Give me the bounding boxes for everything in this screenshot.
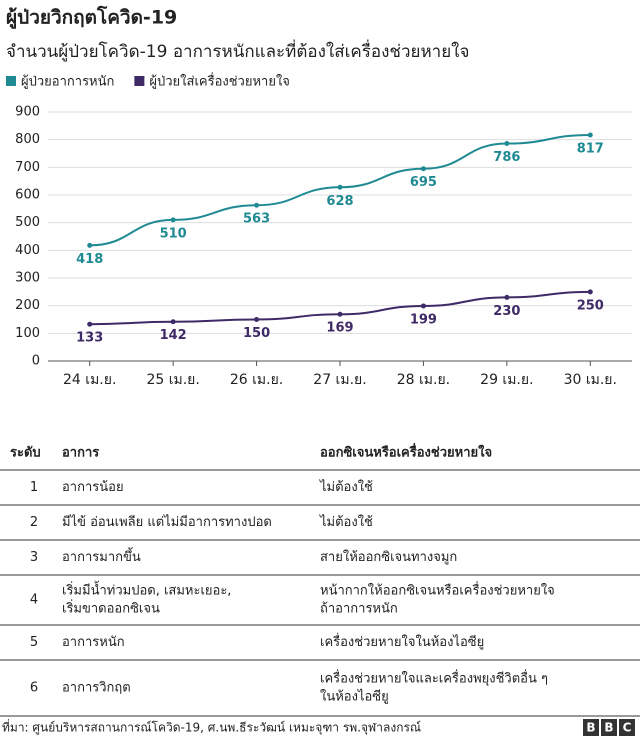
point xyxy=(87,242,93,248)
logo-box xyxy=(619,719,635,736)
value-label: 563 xyxy=(243,212,270,227)
table-cell: ในห้องไอซียู xyxy=(320,689,389,705)
point xyxy=(420,166,426,172)
chart-title: ผู้ป่วยวิกฤตโควิด-19 xyxy=(6,6,177,30)
point xyxy=(170,217,176,223)
table-cell: เครื่องช่วยหายใจในห้องไอซียู xyxy=(320,633,484,650)
point xyxy=(587,289,593,295)
table-header: ออกซิเจนหรือเครื่องช่วยหายใจ xyxy=(320,443,492,461)
y-tick-label: 0 xyxy=(32,354,40,369)
value-label: 817 xyxy=(577,141,604,156)
y-tick-label: 700 xyxy=(15,160,40,175)
x-tick-label: 28 เม.ย. xyxy=(397,372,450,388)
logo-letter: B xyxy=(604,721,613,735)
logo-letter: C xyxy=(623,721,632,735)
table-cell: 3 xyxy=(30,550,38,565)
point xyxy=(504,141,510,147)
table-cell: อาการหนัก xyxy=(62,635,125,650)
table-header: อาการ xyxy=(62,446,99,461)
logo-box xyxy=(583,719,599,736)
point xyxy=(337,311,343,317)
y-tick-label: 600 xyxy=(15,188,40,203)
source: ที่มา: ศูนย์บริหารสถานการณ์โควิด-19, ศ.น… xyxy=(2,719,421,736)
table-cell: 2 xyxy=(30,515,38,530)
value-label: 150 xyxy=(243,326,270,341)
y-tick-label: 100 xyxy=(15,326,40,341)
x-tick-label: 26 เม.ย. xyxy=(230,372,283,388)
table-cell: 6 xyxy=(30,681,38,696)
chart-subtitle: จำนวนผู้ป่วยโควิด-19 อาการหนักและที่ต้อง… xyxy=(6,39,469,62)
value-label: 695 xyxy=(410,175,437,190)
table-cell: 1 xyxy=(30,480,38,495)
y-tick-label: 300 xyxy=(15,271,40,286)
value-label: 786 xyxy=(493,150,520,165)
value-label: 628 xyxy=(326,194,353,209)
point xyxy=(504,294,510,300)
table-cell: สายให้ออกซิเจนทางจมูก xyxy=(320,549,457,565)
table-cell: อาการมากขึ้น xyxy=(62,547,141,565)
point xyxy=(420,303,426,309)
value-label: 510 xyxy=(160,226,187,241)
point xyxy=(87,321,93,327)
x-tick-label: 27 เม.ย. xyxy=(313,372,366,388)
table-cell: อาการน้อย xyxy=(62,480,124,495)
x-tick-label: 29 เม.ย. xyxy=(480,372,533,388)
table-cell: 5 xyxy=(30,635,38,650)
point xyxy=(254,317,260,322)
y-tick-label: 400 xyxy=(15,243,40,258)
table-cell: ไม่ต้องใช้ xyxy=(319,479,373,495)
point xyxy=(587,132,593,138)
value-label: 250 xyxy=(577,298,604,313)
y-tick-label: 900 xyxy=(15,105,40,120)
table-cell: มีไข้ อ่อนเพลีย แต่ไม่มีอาการทางปอด xyxy=(62,514,272,530)
logo-letter: B xyxy=(586,721,595,735)
legend-label: ผู้ป่วยใส่เครื่องช่วยหายใจ xyxy=(149,73,290,90)
x-tick-label: 25 เม.ย. xyxy=(146,372,199,388)
x-tick-label: 30 เม.ย. xyxy=(564,372,617,388)
y-tick-label: 800 xyxy=(15,132,40,147)
y-tick-label: 200 xyxy=(15,298,40,313)
legend-swatch xyxy=(134,76,145,86)
table-cell: เครื่องช่วยหายใจและเครื่องพยุงชีวิตอื่น … xyxy=(320,670,548,687)
table-cell: เริ่มขาดออกซิเจน xyxy=(62,600,160,617)
table-cell: หน้ากากให้ออกซิเจนหรือเครื่องช่วยหายใจ xyxy=(320,582,555,599)
table-cell: ถ้าอาการหนัก xyxy=(320,602,398,617)
logo-box xyxy=(601,719,617,736)
table-cell: ไม่ต้องใช้ xyxy=(319,514,373,530)
table-cell: อาการวิกฤต xyxy=(62,681,131,696)
table-cell: เริ่มมีน้ำท่วมปอด, เสมหะเยอะ, xyxy=(62,581,231,599)
table-cell: 4 xyxy=(30,593,38,608)
legend-swatch xyxy=(6,76,16,86)
y-tick-label: 500 xyxy=(15,215,40,230)
value-label: 418 xyxy=(76,252,103,267)
value-label: 230 xyxy=(493,304,520,319)
value-label: 133 xyxy=(76,331,103,346)
table-header: ระดับ xyxy=(10,446,41,461)
point xyxy=(337,184,343,190)
legend-label: ผู้ป่วยอาการหนัก xyxy=(21,75,114,90)
value-label: 199 xyxy=(410,312,437,327)
point xyxy=(254,202,260,208)
value-label: 169 xyxy=(326,321,353,336)
value-label: 142 xyxy=(160,328,187,343)
point xyxy=(170,319,176,325)
x-tick-label: 24 เม.ย. xyxy=(63,372,116,388)
